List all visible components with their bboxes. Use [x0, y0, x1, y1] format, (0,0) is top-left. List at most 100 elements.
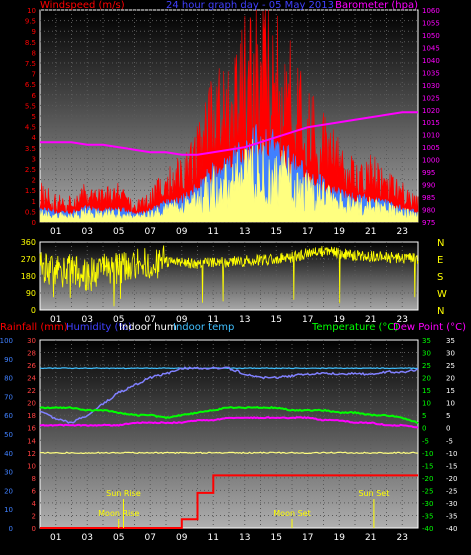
rainfall-tick: 14: [27, 437, 36, 445]
direction-hour-tick: 07: [145, 315, 156, 325]
barometer-tick: 990: [422, 182, 435, 190]
direction-hour-tick: 17: [302, 315, 313, 325]
annotation-label: Sun Rise: [106, 489, 141, 498]
temperature-tick: 15: [422, 387, 431, 395]
windspeed-tick: 1.5: [25, 187, 36, 195]
temp-hour-tick: 01: [50, 533, 61, 543]
annotation-label: Moon Rise: [98, 509, 139, 518]
windspeed-tick: 6.5: [25, 81, 36, 89]
temperature-tick: -5: [422, 437, 429, 445]
rainfall-tick: 6: [32, 487, 37, 495]
humidity-series: [39, 366, 419, 424]
barometer-tick: 1025: [422, 94, 440, 102]
compass-letter: N: [437, 238, 444, 249]
temp-hour-tick: 11: [208, 533, 219, 543]
windspeed-tick: 9: [32, 28, 36, 36]
barometer-axis: 975 980 985 990 995 1000 1005 1010 1015 1020 1025 1…: [422, 7, 440, 227]
windspeed-tick: 7.5: [25, 60, 36, 68]
compass-letter: N: [437, 306, 444, 317]
indoor-temp-series: [39, 451, 419, 455]
windspeed-tick: 8.5: [25, 39, 36, 47]
temperature-tick: -20: [422, 475, 433, 483]
humidity-title: Humidity (%): [66, 322, 132, 333]
windspeed-tick: 0: [32, 219, 36, 227]
dewpoint-tick: -15: [446, 462, 457, 470]
barometer-tick: 1015: [422, 119, 440, 127]
temperature-series: [39, 405, 419, 425]
temperature-tick: -10: [422, 450, 433, 458]
indoor-hum-title: Indoor hum: [119, 322, 177, 333]
temp-hour-tick: 15: [271, 533, 282, 543]
barometer-tick: 1010: [422, 132, 440, 140]
direction-hour-tick: 21: [365, 315, 376, 325]
wind-hour-tick: 05: [113, 227, 124, 237]
direction-tick: 0: [31, 306, 36, 315]
temp-hour-axis: 01 03 05 07 09 11 13 15 17 19 21 23: [50, 533, 408, 543]
temperature-tick: 25: [422, 362, 431, 370]
temp-hour-tick: 09: [176, 533, 188, 543]
rainfall-tick: 8: [32, 475, 36, 483]
barometer-tick: 1060: [422, 7, 440, 15]
indoor-temp-title: Indoor temp: [173, 322, 234, 333]
windspeed-tick: 2: [32, 177, 36, 185]
barometer-tick: 980: [422, 207, 435, 215]
humidity-tick: 10: [4, 506, 13, 514]
rainfall-tick: 16: [27, 425, 36, 433]
rainfall-tick: 4: [32, 500, 37, 508]
temp-series: [39, 366, 419, 529]
humidity-tick: 30: [4, 469, 13, 477]
windspeed-tick: 9.5: [25, 18, 36, 26]
barometer-tick: 995: [422, 169, 435, 177]
direction-hour-tick: 11: [208, 315, 219, 325]
dewpoint-tick: 25: [446, 362, 455, 370]
dewpoint-tick: -35: [446, 512, 457, 520]
direction-hour-tick: 09: [176, 315, 188, 325]
dewpoint-axis: -40 -35 -30 -25 -20 -15 -10 -5 0 5 10 15 20 25 30 35: [446, 337, 457, 533]
direction-hour-tick: 13: [239, 315, 250, 325]
dewpoint-tick: -30: [446, 500, 457, 508]
sun-moon-annotations: Sun Rise Moon Rise Moon Set Sun Set: [98, 489, 389, 528]
humidity-tick: 0: [9, 525, 13, 533]
barometer-title: Barometer (hpa): [335, 0, 418, 11]
windspeed-tick: 4: [32, 134, 37, 142]
direction-tick: 90: [26, 289, 36, 298]
rainfall-tick: 26: [27, 362, 36, 370]
temperature-tick: 30: [422, 350, 431, 358]
dewpoint-tick: 20: [446, 375, 455, 383]
direction-hour-tick: 19: [334, 315, 346, 325]
direction-series: [39, 245, 419, 307]
temp-gridlines: [40, 340, 418, 528]
dewpoint-tick: 35: [446, 337, 455, 345]
windspeed-tick: 5.5: [25, 102, 36, 110]
wind-hour-tick: 21: [365, 227, 376, 237]
dewpoint-tick: -40: [446, 525, 457, 533]
rainfall-tick: 0: [32, 525, 36, 533]
humidity-tick: 50: [4, 431, 13, 439]
windspeed-tick: 5: [32, 113, 36, 121]
wind-hour-axis: 01 03 05 07 09 11 13 15 17 19 21 23: [50, 227, 408, 237]
windspeed-tick: 4.5: [25, 124, 36, 132]
wind-hour-tick: 09: [176, 227, 188, 237]
direction-tick: 360: [21, 238, 36, 247]
windspeed-tick: 2.5: [25, 166, 36, 174]
dewpoint-tick: -5: [446, 437, 453, 445]
temperature-tick: -35: [422, 512, 433, 520]
rainfall-tick: 20: [27, 400, 36, 408]
dewpoint-tick: -20: [446, 475, 457, 483]
windspeed-axis: 0 0.5 1 1.5 2 2.5 3 3.5 4 4.5 5 5.5 6 6.5 7 7.5 8 8.5 9 9.5…: [25, 7, 37, 227]
direction-tick: 180: [21, 272, 36, 281]
barometer-tick: 1035: [422, 69, 440, 77]
wind-hour-tick: 03: [82, 227, 93, 237]
wind-hour-tick: 11: [208, 227, 219, 237]
temperature-tick: -30: [422, 500, 433, 508]
dewpoint-tick: 5: [446, 412, 450, 420]
windspeed-tick: 6: [32, 92, 37, 100]
direction-series: [39, 245, 419, 307]
windspeed-title: Windspeed (m/s): [40, 0, 125, 11]
graph-title: 24 hour graph day - 05 May 2013: [166, 0, 334, 11]
barometer-tick: 1050: [422, 32, 440, 40]
rainfall-tick: 22: [27, 387, 36, 395]
rainfall-tick: 24: [27, 375, 36, 383]
